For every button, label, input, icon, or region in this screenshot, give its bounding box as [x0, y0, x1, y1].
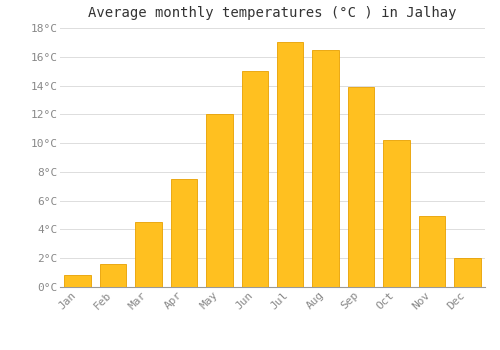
Bar [206, 114, 233, 287]
Bar [418, 217, 445, 287]
Bar [64, 275, 91, 287]
Title: Average monthly temperatures (°C ) in Jalhay: Average monthly temperatures (°C ) in Ja… [88, 6, 457, 20]
Bar [383, 140, 409, 287]
Bar [348, 87, 374, 287]
Bar [454, 258, 480, 287]
Bar [242, 71, 268, 287]
Bar [136, 222, 162, 287]
Bar [312, 50, 339, 287]
Bar [277, 42, 303, 287]
Bar [170, 179, 197, 287]
Bar [100, 264, 126, 287]
